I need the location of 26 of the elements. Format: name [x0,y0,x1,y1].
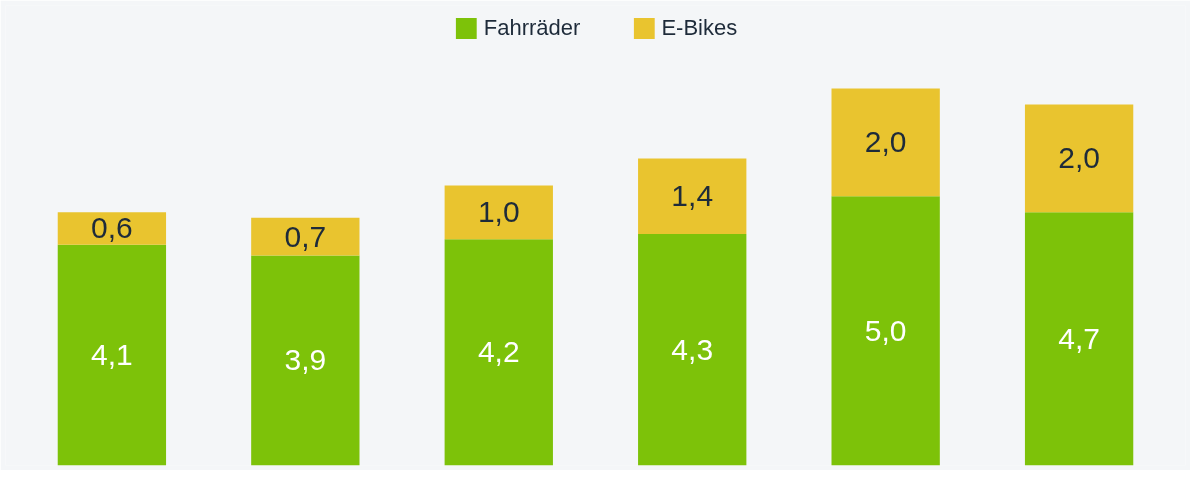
bar [831,196,940,466]
bar [444,185,553,240]
data-label: 4,2 [477,335,520,369]
data-label: 4,1 [91,338,133,372]
bar [831,88,940,197]
bar [1024,104,1134,213]
bar [1024,212,1134,466]
legend-label: Fahrräder [483,15,581,41]
data-label: 3,9 [284,343,327,377]
bar [251,255,360,466]
bar [444,239,553,466]
data-label: 5,0 [864,313,907,347]
data-label: 4,7 [1058,321,1100,355]
data-label: 1,4 [671,179,714,213]
data-label: 1,0 [477,195,520,229]
data-label: 0,7 [284,219,327,253]
data-label: 2,0 [1058,141,1100,175]
legend-label: E-Bikes [661,15,738,41]
data-label: 2,0 [864,125,907,159]
bar [251,217,360,256]
bar [57,244,167,466]
bar [638,158,747,234]
bar [57,212,167,245]
data-label: 0,6 [91,211,133,245]
data-label: 4,3 [671,332,714,366]
bar [638,233,747,466]
